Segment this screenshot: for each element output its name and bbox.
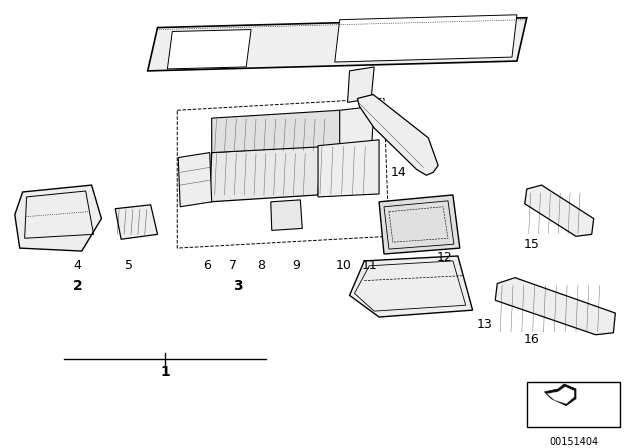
Text: 14: 14 [391, 166, 406, 179]
Polygon shape [210, 146, 320, 202]
Polygon shape [168, 30, 251, 69]
Text: 16: 16 [524, 333, 540, 346]
Text: 1: 1 [161, 365, 170, 379]
Text: 7: 7 [229, 259, 237, 272]
Text: 3: 3 [234, 279, 243, 293]
Polygon shape [545, 384, 576, 405]
Polygon shape [357, 95, 438, 175]
Polygon shape [15, 185, 101, 251]
Text: 12: 12 [437, 251, 453, 264]
Polygon shape [212, 110, 342, 153]
Text: 5: 5 [125, 259, 133, 272]
Text: 2: 2 [73, 279, 83, 293]
Polygon shape [379, 195, 460, 254]
Text: 9: 9 [292, 259, 300, 272]
Text: 00151404: 00151404 [549, 437, 598, 447]
Polygon shape [547, 387, 574, 404]
Polygon shape [271, 200, 302, 230]
Polygon shape [335, 15, 517, 62]
Text: 6: 6 [203, 259, 211, 272]
Polygon shape [495, 278, 616, 335]
Polygon shape [525, 185, 594, 236]
Polygon shape [115, 205, 157, 239]
Polygon shape [348, 67, 374, 103]
Polygon shape [148, 18, 527, 71]
Text: 10: 10 [336, 259, 351, 272]
Text: 15: 15 [524, 238, 540, 251]
Text: 8: 8 [257, 259, 265, 272]
Text: 4: 4 [74, 259, 82, 272]
FancyBboxPatch shape [527, 382, 620, 427]
Polygon shape [340, 106, 374, 155]
Polygon shape [318, 140, 379, 197]
Text: 11: 11 [362, 259, 377, 272]
Polygon shape [178, 153, 212, 207]
Text: 13: 13 [477, 319, 492, 332]
Polygon shape [349, 256, 472, 317]
